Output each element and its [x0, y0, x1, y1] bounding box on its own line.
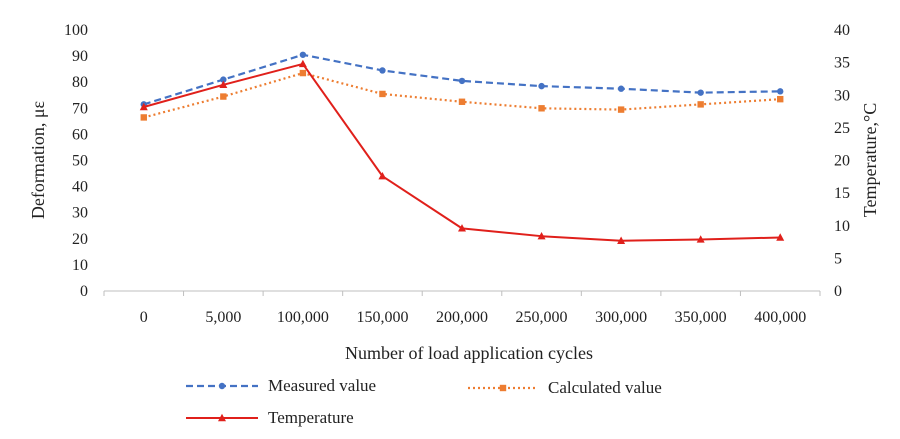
data-point: [220, 93, 227, 100]
data-point: [617, 106, 625, 113]
y-tick-label: 0: [80, 283, 88, 300]
data-point: [777, 95, 784, 103]
data-point: [538, 105, 545, 112]
data-point: [298, 59, 307, 68]
data-point: [697, 101, 704, 108]
data-point: [458, 98, 466, 105]
y2-tick-label: 20: [834, 153, 850, 170]
y-tick-label: 50: [72, 153, 88, 170]
x-tick-label: 250,000: [516, 309, 568, 326]
data-point: [220, 76, 227, 83]
series-layer: [139, 51, 785, 244]
data-point: [379, 90, 386, 98]
legend: Measured value Calculated value Temperatur…: [186, 376, 662, 427]
y2-tick-label: 35: [834, 55, 850, 72]
y-tick-label: 30: [72, 205, 88, 222]
series-temperature: [139, 59, 785, 244]
data-point: [378, 171, 387, 180]
y2-tick-label: 5: [834, 250, 842, 267]
legend-label: Calculated value: [548, 378, 662, 397]
data-point: [696, 235, 705, 243]
data-point: [777, 88, 784, 95]
legend-item: Calculated value: [468, 378, 662, 397]
legend-item: Measured value: [186, 376, 376, 395]
data-point: [299, 69, 307, 77]
data-point: [139, 102, 148, 111]
data-point: [538, 82, 545, 90]
data-point: [458, 224, 466, 232]
right-axis: 0 5 10 15 20 25 30 35 40: [834, 22, 850, 300]
x-tick-label: 200,000: [436, 309, 488, 326]
y-tick-label: 60: [72, 126, 88, 143]
legend-marker: [218, 382, 226, 390]
data-point: [617, 85, 625, 92]
x-axis-title: Number of load application cycles: [345, 343, 593, 363]
series-calculated-value: [140, 69, 784, 121]
y2-axis-title: Temperature,°C: [860, 103, 880, 217]
y-tick-label: 40: [72, 179, 88, 196]
data-point: [299, 51, 307, 58]
y2-tick-label: 25: [834, 120, 850, 137]
y2-tick-label: 10: [834, 218, 850, 235]
y-tick-label: 10: [72, 257, 88, 274]
x-tick-label: 300,000: [595, 309, 647, 326]
left-axis: 0 10 20 30 40 50 60 70 80 90 100: [64, 22, 88, 300]
y2-tick-label: 30: [834, 87, 850, 104]
legend-marker: [218, 413, 226, 422]
y-axis-title: Deformation, με: [28, 100, 48, 219]
y-tick-label: 90: [72, 48, 88, 65]
x-tick-label: 150,000: [356, 309, 408, 326]
y-tick-label: 80: [72, 74, 88, 91]
data-point: [537, 231, 546, 240]
data-point: [458, 77, 466, 85]
data-point: [617, 236, 626, 244]
legend-item: Temperature: [186, 408, 354, 427]
x-tick-label: 350,000: [675, 309, 727, 326]
y-tick-label: 20: [72, 231, 88, 248]
legend-label: Measured value: [268, 376, 376, 395]
data-point: [697, 89, 704, 96]
x-axis: 0 5,000 100,000 150,000 200,000 250,000 300,00…: [103, 291, 821, 326]
series-line: [143, 62, 781, 242]
y2-tick-label: 0: [834, 283, 842, 300]
x-tick-label: 5,000: [205, 309, 241, 326]
data-point: [379, 67, 386, 74]
y-tick-label: 70: [72, 100, 88, 117]
series-line: [143, 53, 781, 106]
data-point: [140, 114, 147, 121]
data-point: [776, 233, 785, 241]
x-tick-label: 400,000: [754, 309, 806, 326]
legend-label: Temperature: [268, 408, 354, 427]
x-tick-label: 100,000: [277, 309, 329, 326]
series-measured-value: [140, 51, 784, 108]
y2-tick-label: 40: [834, 22, 850, 39]
x-tick-label: 0: [140, 309, 148, 326]
y2-tick-label: 15: [834, 185, 850, 202]
data-point: [219, 80, 228, 89]
legend-marker: [499, 384, 507, 392]
y-tick-label: 100: [64, 22, 88, 39]
